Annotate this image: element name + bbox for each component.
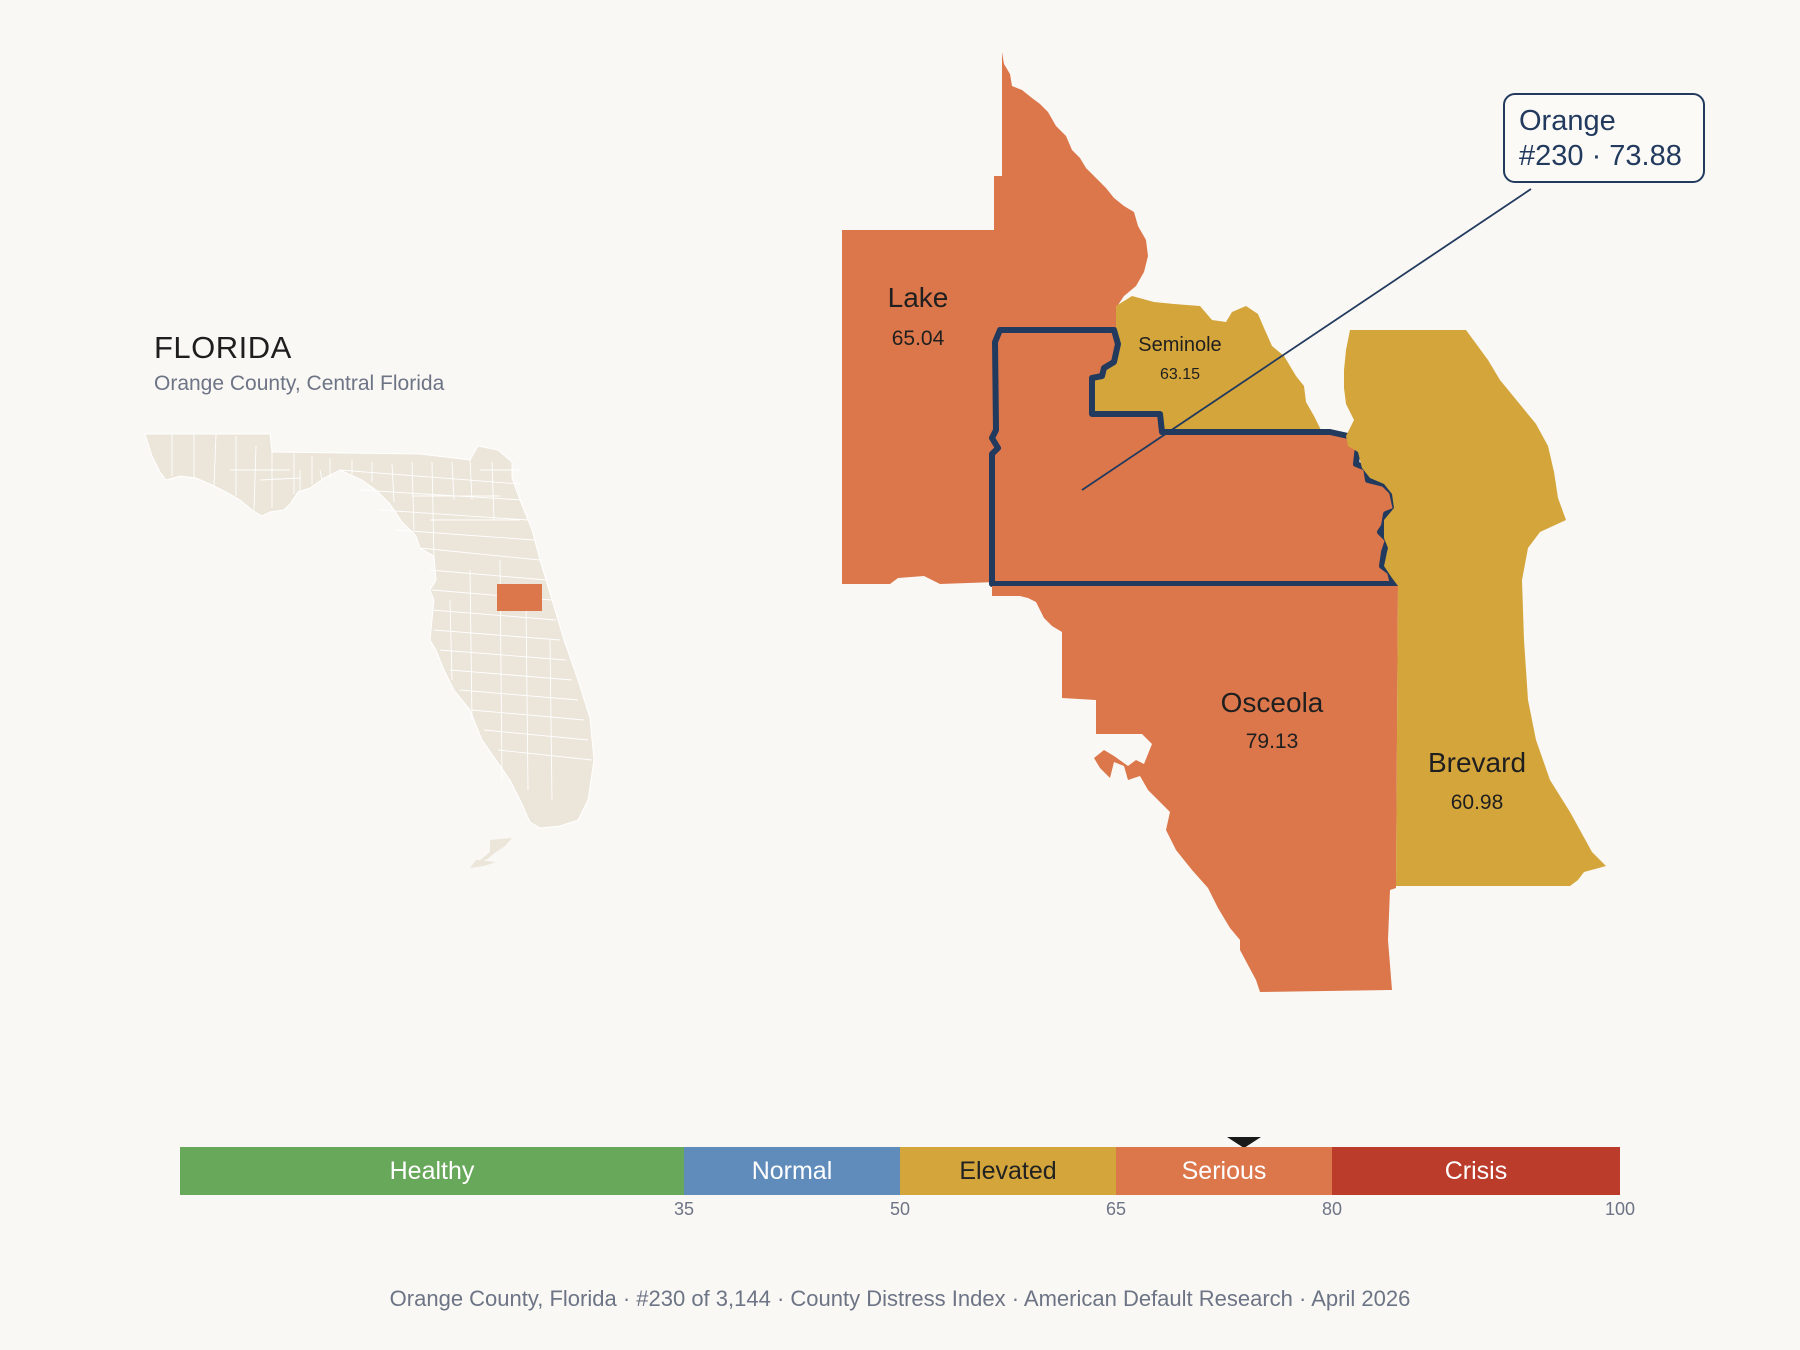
- band-serious: Serious: [1116, 1147, 1332, 1195]
- distress-scale: Healthy Normal Elevated Serious Crisis: [180, 1147, 1620, 1195]
- lake-county: [842, 52, 1148, 584]
- tick-35: 35: [673, 1199, 695, 1219]
- band-healthy: Healthy: [180, 1147, 684, 1195]
- osceola-value: 79.13: [1246, 730, 1299, 753]
- seminole-label: Seminole: [1138, 334, 1221, 356]
- footer-credits: Orange County, Florida · #230 of 3,144 ·…: [389, 1286, 1411, 1311]
- osceola-label: Osceola: [1221, 687, 1324, 718]
- tick-80: 80: [1321, 1199, 1343, 1219]
- band-elevated: Elevated: [900, 1147, 1116, 1195]
- seminole-county: [1092, 296, 1330, 448]
- callout-county-name: Orange: [1519, 105, 1616, 137]
- state-subtitle: Orange County, Central Florida: [154, 372, 445, 395]
- lake-value: 65.04: [892, 327, 945, 350]
- tick-50: 50: [889, 1199, 911, 1219]
- brevard-county: [1344, 330, 1606, 886]
- tick-65: 65: [1105, 1199, 1127, 1219]
- lake-label: Lake: [888, 282, 949, 313]
- florida-state-shape: [144, 433, 595, 829]
- score-marker: [1226, 1137, 1261, 1148]
- brevard-value: 60.98: [1451, 791, 1504, 814]
- callout-leader-line: [1081, 188, 1532, 491]
- band-normal: Normal: [684, 1147, 900, 1195]
- orange-callout: Orange #230 · 73.88: [1503, 93, 1705, 183]
- seminole-value: 63.15: [1160, 366, 1200, 383]
- florida-county-lines: [171, 433, 593, 801]
- tick-100: 100: [1604, 1199, 1636, 1219]
- osceola-county: [992, 586, 1398, 992]
- state-title: FLORIDA: [154, 330, 292, 365]
- brevard-label: Brevard: [1428, 747, 1526, 778]
- callout-rank-score: #230 · 73.88: [1519, 140, 1682, 172]
- florida-overview-map: [144, 433, 595, 868]
- band-crisis: Crisis: [1332, 1147, 1620, 1195]
